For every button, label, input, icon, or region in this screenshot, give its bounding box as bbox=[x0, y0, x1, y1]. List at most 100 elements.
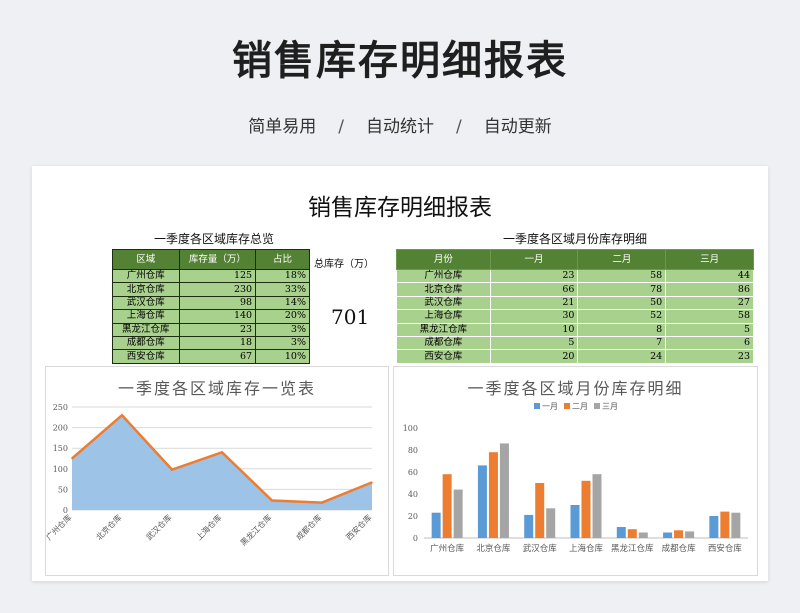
bar bbox=[720, 511, 730, 538]
table1-cell: 140 bbox=[178, 309, 257, 324]
y-tick-label: 0 bbox=[63, 506, 68, 515]
y-tick-label: 80 bbox=[408, 446, 418, 455]
bar-chart: 0 20 40 60 80 100 广州仓库 北京仓库 武汉仓库 上海仓库 黑龙江仓库 成都仓库 西安仓… bbox=[403, 402, 748, 554]
legend-label: 一月 bbox=[542, 402, 558, 411]
data-point bbox=[271, 499, 273, 502]
table1-header: 库存量（万） bbox=[178, 249, 257, 270]
y-tick-label: 0 bbox=[413, 534, 418, 543]
table1-cell: 18% bbox=[255, 268, 310, 284]
table2-cell: 武汉仓库 bbox=[396, 295, 491, 311]
table2-cell: 成都仓库 bbox=[396, 335, 491, 351]
data-point bbox=[121, 414, 123, 417]
legend-swatch bbox=[564, 403, 570, 409]
table2-cell: 10 bbox=[489, 322, 579, 337]
table2-cell: 44 bbox=[665, 268, 754, 284]
bar bbox=[431, 512, 441, 538]
bar bbox=[638, 532, 648, 538]
bar bbox=[477, 465, 487, 538]
table1-cell: 23 bbox=[178, 322, 257, 337]
table1-cell: 98 bbox=[178, 295, 257, 311]
table1-cell: 20% bbox=[255, 309, 310, 324]
table2-cell: 86 bbox=[665, 282, 754, 297]
bar bbox=[674, 530, 684, 538]
table2-header: 三月 bbox=[665, 249, 754, 270]
y-tick-label: 40 bbox=[408, 490, 418, 499]
table-row: 西安仓库 20 24 23 bbox=[396, 349, 754, 364]
feature-tags: 简单易用 / 自动统计 / 自动更新 bbox=[0, 112, 800, 137]
legend-swatch bbox=[534, 403, 540, 409]
bar bbox=[546, 508, 556, 538]
bar bbox=[627, 529, 637, 538]
table2-cell: 8 bbox=[577, 322, 667, 337]
x-tick-label: 武汉仓库 bbox=[523, 543, 558, 554]
monthly-stock-table: 月份 一月 二月 三月 广州仓库 23 58 44 北京仓库 66 78 86 武汉仓库 21 50 27 上… bbox=[396, 249, 754, 364]
table1-cell: 18 bbox=[178, 335, 257, 351]
area-chart: 0 50 100 150 200 250 广州仓库 北京仓库 武汉仓库 上海仓库 黑龙江仓库 成都仓库… bbox=[46, 403, 374, 548]
table-row: 黑龙江仓库 10 8 5 bbox=[396, 322, 754, 337]
table2-cell: 广州仓库 bbox=[396, 268, 491, 284]
area-fill bbox=[72, 415, 372, 510]
bar bbox=[570, 505, 580, 538]
bar bbox=[592, 474, 602, 538]
table-row: 北京仓库 66 78 86 bbox=[396, 282, 754, 297]
table-row: 广州仓库 125 18% bbox=[112, 268, 310, 284]
table1-cell: 230 bbox=[178, 282, 257, 297]
bar-chart-panel: 一季度各区域月份库存明细 0 20 40 60 80 100 广州仓库 北京仓库 武汉仓库 上海仓… bbox=[393, 366, 758, 576]
table2-cell: 5 bbox=[665, 322, 754, 337]
data-point bbox=[71, 457, 73, 460]
table1-cell: 10% bbox=[255, 349, 310, 364]
table1-cell: 3% bbox=[255, 322, 310, 337]
table-row: 上海仓库 30 52 58 bbox=[396, 309, 754, 324]
table2-cell: 20 bbox=[489, 349, 579, 364]
x-tick-label: 西安仓库 bbox=[344, 512, 374, 542]
tag-auto-stats: 自动统计 bbox=[366, 117, 434, 137]
table2-cell: 5 bbox=[489, 335, 579, 351]
table1-header: 占比 bbox=[255, 249, 310, 270]
table1-cell: 武汉仓库 bbox=[112, 295, 180, 311]
table2-cell: 66 bbox=[489, 282, 579, 297]
x-tick-label: 上海仓库 bbox=[569, 543, 604, 554]
table2-cell: 7 bbox=[577, 335, 667, 351]
table-row: 西安仓库 67 10% bbox=[112, 349, 310, 364]
y-tick-label: 250 bbox=[53, 403, 68, 412]
table-row: 上海仓库 140 20% bbox=[112, 309, 310, 324]
x-tick-label: 西安仓库 bbox=[708, 543, 743, 554]
y-tick-label: 20 bbox=[408, 512, 418, 521]
table2-header: 一月 bbox=[489, 249, 579, 270]
bar bbox=[663, 532, 673, 538]
y-tick-label: 200 bbox=[53, 424, 68, 433]
table-row: 广州仓库 23 58 44 bbox=[396, 268, 754, 284]
table2-header: 月份 bbox=[396, 249, 491, 270]
table2-cell: 北京仓库 bbox=[396, 282, 491, 297]
table1-cell: 上海仓库 bbox=[112, 309, 180, 324]
table1-cell: 西安仓库 bbox=[112, 349, 180, 364]
x-tick-label: 广州仓库 bbox=[46, 512, 73, 542]
bar-chart-title: 一季度各区域月份库存明细 bbox=[467, 379, 684, 398]
region-stock-table: 区域 库存量（万） 占比 广州仓库 125 18% 北京仓库 230 33% 武汉仓库 98 14%… bbox=[112, 249, 310, 364]
table2-cell: 58 bbox=[577, 268, 667, 284]
bar bbox=[709, 516, 719, 538]
total-stock-value: 701 bbox=[331, 305, 370, 329]
sheet-title: 销售库存明细报表 bbox=[308, 195, 492, 221]
tag-separator: / bbox=[456, 117, 462, 137]
table2-cell: 78 bbox=[577, 282, 667, 297]
x-tick-label: 北京仓库 bbox=[94, 512, 124, 542]
tag-easy: 简单易用 bbox=[248, 117, 317, 137]
table-row: 武汉仓库 21 50 27 bbox=[396, 295, 754, 311]
tag-separator: / bbox=[338, 117, 344, 137]
data-point bbox=[221, 451, 223, 454]
total-stock-label: 总库存（万） bbox=[314, 259, 374, 270]
table2-cell: 24 bbox=[577, 349, 667, 364]
table-row: 黑龙江仓库 23 3% bbox=[112, 322, 310, 337]
y-tick-label: 60 bbox=[408, 468, 418, 477]
tag-auto-update: 自动更新 bbox=[483, 117, 552, 137]
table1-cell: 14% bbox=[255, 295, 310, 311]
table1-cell: 黑龙江仓库 bbox=[112, 322, 180, 337]
table2-cell: 23 bbox=[489, 268, 579, 284]
spreadsheet-preview: 销售库存明细报表 一季度各区域库存总览 区域 库存量（万） 占比 广州仓库 125 18… bbox=[32, 166, 768, 581]
table2-cell: 30 bbox=[489, 309, 579, 324]
table2-cell: 27 bbox=[665, 295, 754, 311]
table1-cell: 33% bbox=[255, 282, 310, 297]
bar bbox=[535, 483, 545, 538]
data-point bbox=[371, 481, 373, 484]
